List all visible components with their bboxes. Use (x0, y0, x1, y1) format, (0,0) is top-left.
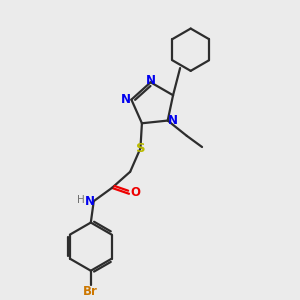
Text: S: S (136, 142, 145, 155)
Text: N: N (168, 114, 178, 127)
Text: N: N (85, 195, 95, 208)
Text: N: N (121, 92, 131, 106)
Text: N: N (146, 74, 156, 87)
Text: Br: Br (83, 285, 98, 298)
Text: O: O (130, 186, 140, 199)
Text: H: H (77, 195, 84, 205)
